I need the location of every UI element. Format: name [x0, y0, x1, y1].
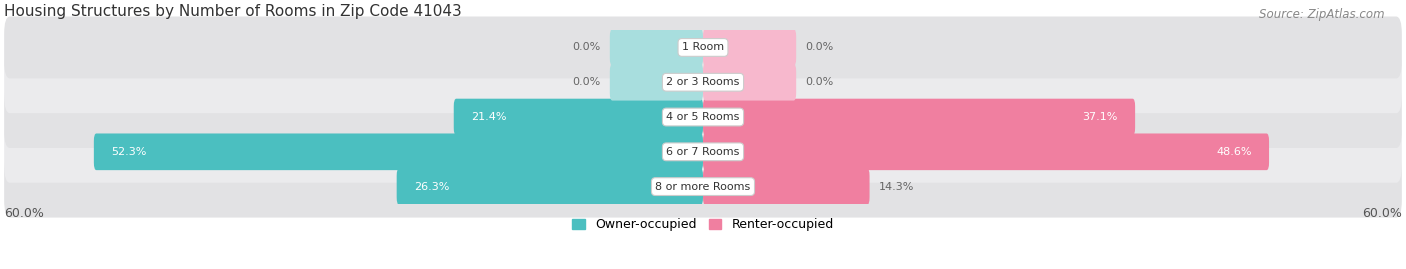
Text: 52.3%: 52.3% [111, 147, 146, 157]
Text: 60.0%: 60.0% [1362, 207, 1402, 220]
FancyBboxPatch shape [610, 64, 703, 101]
Text: 48.6%: 48.6% [1216, 147, 1251, 157]
Text: 2 or 3 Rooms: 2 or 3 Rooms [666, 77, 740, 87]
Text: 0.0%: 0.0% [572, 43, 600, 52]
FancyBboxPatch shape [703, 168, 869, 205]
FancyBboxPatch shape [454, 99, 703, 135]
FancyBboxPatch shape [396, 168, 703, 205]
FancyBboxPatch shape [703, 29, 796, 66]
Text: 26.3%: 26.3% [415, 182, 450, 192]
Text: 0.0%: 0.0% [572, 77, 600, 87]
FancyBboxPatch shape [4, 121, 1402, 183]
Text: 60.0%: 60.0% [4, 207, 44, 220]
Text: 6 or 7 Rooms: 6 or 7 Rooms [666, 147, 740, 157]
FancyBboxPatch shape [4, 86, 1402, 148]
Text: 0.0%: 0.0% [806, 77, 834, 87]
Legend: Owner-occupied, Renter-occupied: Owner-occupied, Renter-occupied [568, 213, 838, 236]
Text: 8 or more Rooms: 8 or more Rooms [655, 182, 751, 192]
FancyBboxPatch shape [703, 133, 1270, 170]
FancyBboxPatch shape [610, 29, 703, 66]
FancyBboxPatch shape [4, 156, 1402, 218]
Text: 1 Room: 1 Room [682, 43, 724, 52]
FancyBboxPatch shape [4, 16, 1402, 78]
FancyBboxPatch shape [4, 51, 1402, 113]
Text: 4 or 5 Rooms: 4 or 5 Rooms [666, 112, 740, 122]
FancyBboxPatch shape [703, 64, 796, 101]
FancyBboxPatch shape [703, 99, 1135, 135]
Text: Source: ZipAtlas.com: Source: ZipAtlas.com [1260, 8, 1385, 21]
Text: Housing Structures by Number of Rooms in Zip Code 41043: Housing Structures by Number of Rooms in… [4, 4, 463, 19]
Text: 37.1%: 37.1% [1083, 112, 1118, 122]
FancyBboxPatch shape [94, 133, 703, 170]
Text: 14.3%: 14.3% [879, 182, 914, 192]
Text: 0.0%: 0.0% [806, 43, 834, 52]
Text: 21.4%: 21.4% [471, 112, 506, 122]
